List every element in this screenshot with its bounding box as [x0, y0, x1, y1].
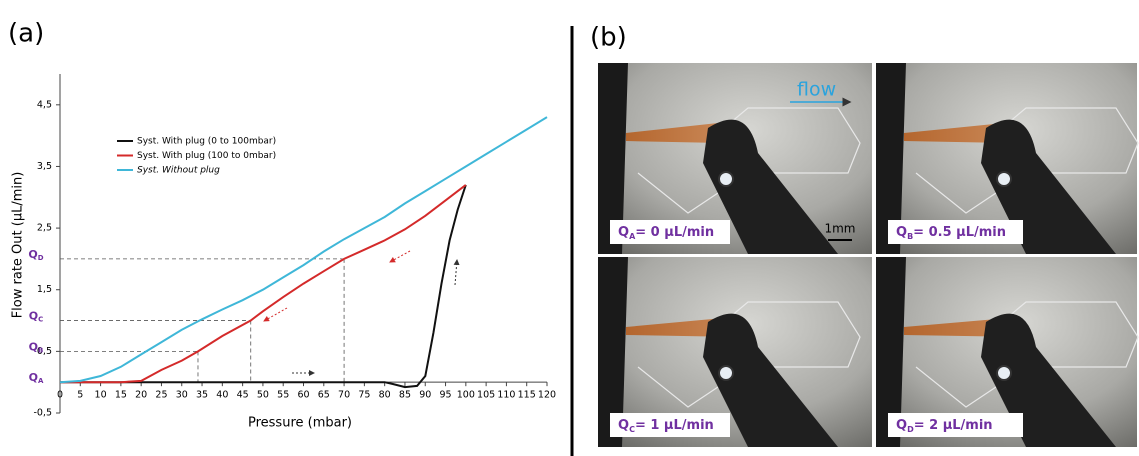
photo-highlight	[996, 365, 1012, 381]
q-symbol: Q	[896, 225, 907, 240]
photo-shadow	[876, 257, 906, 447]
photo-shadow	[598, 257, 628, 447]
photo-highlight	[718, 365, 734, 381]
scale-label: 1mm	[824, 222, 855, 236]
q-subscript: B	[907, 232, 913, 241]
x-tick-label: 50	[257, 390, 269, 401]
x-tick-label: 105	[477, 390, 495, 401]
photo-label: QD= 2 µL/min	[896, 418, 993, 434]
photo-cone	[904, 123, 1008, 143]
q-symbol: Q	[618, 418, 629, 433]
direction-arrow	[263, 307, 288, 322]
q-symbol: Q	[896, 418, 907, 433]
q-symbol: Q	[29, 310, 38, 323]
q-subscript: A	[38, 377, 44, 385]
photo-label-box	[888, 413, 1023, 437]
y-tick-label: 4,5	[37, 99, 52, 110]
x-tick-label: 20	[135, 390, 147, 401]
photo-shadow	[876, 63, 906, 254]
photo-channel	[637, 301, 861, 408]
panel-label: (a)	[8, 19, 44, 49]
q-subscript: A	[629, 232, 636, 241]
direction-arrow	[389, 250, 411, 263]
x-tick-label: 75	[358, 390, 370, 401]
x-tick-label: 0	[57, 390, 63, 401]
q-symbol: Q	[618, 225, 629, 240]
y-tick-label: 2,5	[37, 223, 52, 234]
q-value: = 0.5 µL/min	[913, 225, 1006, 240]
photo-label-box	[610, 220, 730, 244]
photo-label: QB= 0.5 µL/min	[896, 225, 1006, 241]
x-tick-label: 15	[115, 390, 127, 401]
x-tick-label: 25	[155, 390, 167, 401]
q-label: QD	[28, 248, 43, 262]
photo-channel	[915, 107, 1139, 214]
flow-label: flow	[797, 79, 836, 101]
q-subscript: C	[629, 425, 635, 434]
x-tick-label: 30	[176, 390, 188, 401]
photo-channel	[915, 301, 1139, 408]
q-value: = 0 µL/min	[635, 225, 714, 240]
legend-label: Syst. With plug (100 to 0mbar)	[137, 151, 276, 161]
direction-arrow	[453, 259, 460, 286]
x-tick-label: 70	[338, 390, 350, 401]
q-subscript: C	[38, 316, 43, 324]
y-tick-label: 0,5	[37, 346, 52, 357]
x-tick-label: 35	[196, 390, 208, 401]
q-symbol: Q	[29, 340, 38, 353]
photo-cone	[626, 123, 722, 143]
x-axis-title: Pressure (mbar)	[248, 416, 352, 431]
q-symbol: Q	[28, 248, 37, 261]
x-tick-label: 85	[399, 390, 411, 401]
x-tick-label: 100	[457, 390, 475, 401]
photo-highlight	[718, 171, 734, 187]
series-line	[59, 116, 548, 384]
x-tick-label: 110	[497, 390, 515, 401]
photo-highlight	[996, 171, 1012, 187]
y-tick-label: 1,5	[37, 284, 52, 295]
q-label: QB	[29, 340, 44, 354]
q-value: = 2 µL/min	[914, 418, 993, 433]
legend-label: Syst. Without plug	[137, 166, 220, 176]
q-symbol: Q	[29, 371, 38, 384]
q-subscript: D	[38, 254, 44, 262]
series-line	[60, 184, 467, 389]
x-tick-label: 65	[318, 390, 330, 401]
q-label: QA	[29, 371, 44, 385]
y-axis-title: Flow rate Out (µL/min)	[11, 172, 26, 319]
q-subscript: B	[38, 346, 43, 354]
photo-label: QA= 0 µL/min	[618, 225, 714, 241]
photo-channel	[637, 107, 861, 214]
y-tick-label: 3,5	[37, 161, 52, 172]
x-tick-label: 10	[95, 390, 107, 401]
series-line	[60, 184, 467, 384]
q-subscript: D	[907, 425, 914, 434]
y-tick-label: -0,5	[33, 408, 52, 419]
q-label: QC	[29, 310, 44, 324]
q-value: = 1 µL/min	[635, 418, 714, 433]
photo-needle	[703, 313, 838, 447]
x-tick-label: 55	[277, 390, 289, 401]
photo-shadow	[598, 63, 628, 254]
x-tick-label: 60	[297, 390, 309, 401]
x-tick-label: 5	[77, 390, 83, 401]
photo-label: QC= 1 µL/min	[618, 418, 714, 434]
x-tick-label: 80	[379, 390, 391, 401]
legend-label: Syst. With plug (0 to 100mbar)	[137, 137, 276, 147]
photo-label-box	[888, 220, 1023, 244]
x-tick-label: 120	[538, 390, 556, 401]
photo-label-box	[610, 413, 730, 437]
x-tick-label: 90	[419, 390, 431, 401]
x-tick-label: 40	[216, 390, 228, 401]
x-tick-label: 95	[439, 390, 451, 401]
panel-label: (b)	[590, 23, 627, 53]
x-tick-label: 45	[237, 390, 249, 401]
photo-needle	[703, 119, 838, 255]
x-tick-label: 115	[518, 390, 536, 401]
